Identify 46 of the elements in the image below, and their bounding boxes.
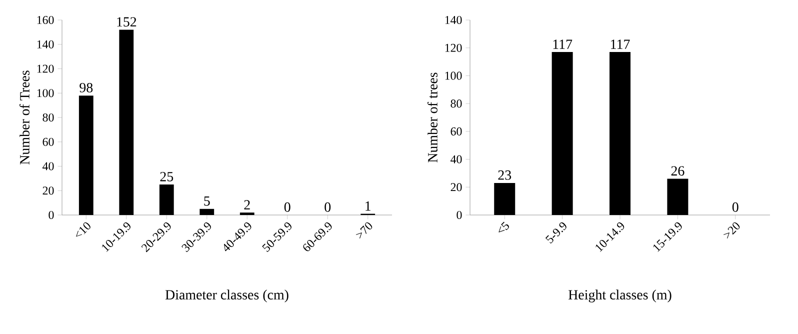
bar xyxy=(159,184,174,215)
data-label: 5 xyxy=(204,196,210,206)
bar xyxy=(78,96,94,215)
bar xyxy=(494,182,516,215)
data-label: 98 xyxy=(80,82,93,92)
y-tick-label: 120 xyxy=(37,64,54,73)
bar xyxy=(200,208,214,215)
x-tick-label: >20 xyxy=(723,222,740,239)
y-tick-label: 60 xyxy=(450,127,462,136)
y-axis-title: Number of Trees xyxy=(19,70,30,164)
y-tick-label: 60 xyxy=(42,138,54,146)
y-tick-label: 100 xyxy=(445,72,462,80)
y-tick-label: 0 xyxy=(48,210,54,220)
y-tick-label: 0 xyxy=(456,210,462,220)
y-axis-title: Number of trees xyxy=(427,72,438,162)
data-label: 25 xyxy=(160,172,174,182)
data-label: 23 xyxy=(498,170,512,180)
x-tick-label: <5 xyxy=(498,222,509,232)
x-tick-label: >70 xyxy=(356,222,372,239)
x-axis-title: Diameter classes (cm) xyxy=(165,290,288,302)
y-tick-label: 120 xyxy=(445,44,462,52)
data-label: 0 xyxy=(732,202,738,212)
y-tick-label: 40 xyxy=(42,162,54,170)
data-label: 0 xyxy=(324,202,331,212)
data-label: 117 xyxy=(611,40,630,49)
y-tick-label: 80 xyxy=(42,113,54,122)
y-tick-label: 140 xyxy=(445,16,462,24)
x-axis-title: Height classes (m) xyxy=(568,290,672,302)
y-tick-label: 40 xyxy=(450,155,462,164)
bar xyxy=(667,178,688,215)
data-label: 26 xyxy=(671,166,684,176)
y-tick-label: 160 xyxy=(37,16,54,24)
bar xyxy=(119,30,134,215)
data-label: 1 xyxy=(366,201,371,211)
y-tick-label: 20 xyxy=(42,186,54,195)
y-tick-label: 20 xyxy=(450,183,462,192)
data-label: 117 xyxy=(553,40,572,49)
data-label: 0 xyxy=(284,202,290,212)
data-label: 152 xyxy=(117,17,136,27)
y-tick-label: 100 xyxy=(37,89,54,98)
data-label: 2 xyxy=(244,200,250,210)
x-tick-label: <10 xyxy=(76,222,90,237)
bar xyxy=(552,52,573,215)
bar xyxy=(610,52,631,215)
y-tick-label: 140 xyxy=(37,40,54,48)
y-tick-label: 80 xyxy=(450,100,462,108)
